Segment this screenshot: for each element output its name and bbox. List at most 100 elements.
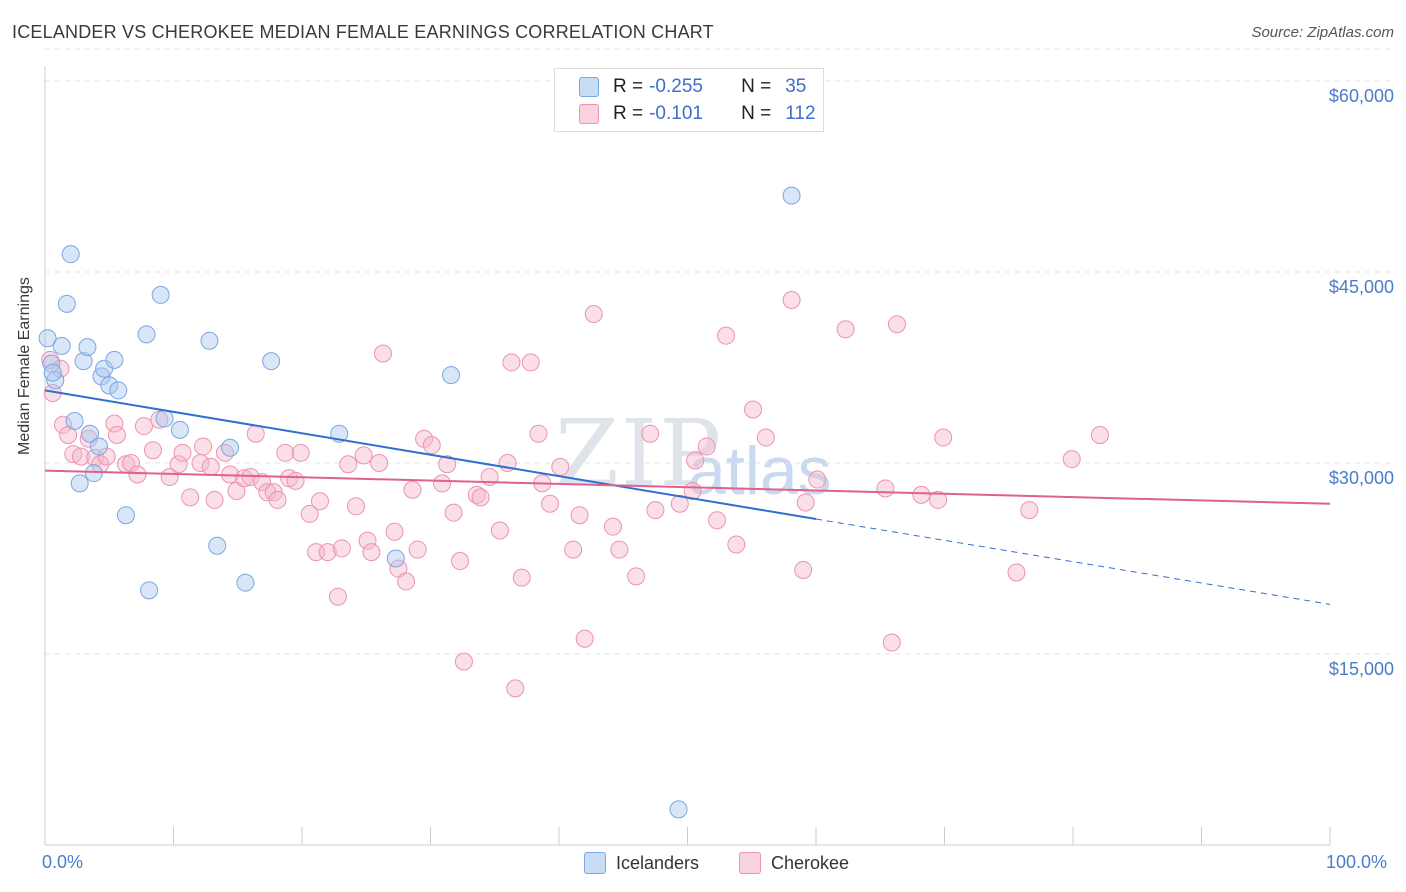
icelander-point xyxy=(61,245,80,264)
cherokee-point xyxy=(205,490,224,509)
y-tick-label: $30,000 xyxy=(1328,468,1394,488)
icelander-point xyxy=(236,573,255,592)
cherokee-point xyxy=(490,521,509,540)
icelander-trend-line xyxy=(44,389,817,521)
cherokee-point xyxy=(328,587,347,606)
y-tick-label: $45,000 xyxy=(1328,277,1394,297)
cherokee-point xyxy=(246,424,265,443)
cherokee-point xyxy=(291,443,310,462)
cherokee-point xyxy=(836,320,855,339)
cherokee-point xyxy=(143,441,162,460)
cherokee-point xyxy=(346,497,365,516)
legend-swatch-icelanders xyxy=(584,852,606,874)
cherokee-points xyxy=(41,291,1109,698)
icelander-point xyxy=(782,186,801,205)
cherokee-point xyxy=(575,629,594,648)
icelander-point xyxy=(137,325,156,344)
cherokee-point xyxy=(670,494,689,513)
cherokee-point xyxy=(521,353,540,372)
icelander-point xyxy=(52,336,71,355)
icelander-point xyxy=(116,506,135,525)
cherokee-point xyxy=(584,305,603,324)
icelander-point xyxy=(105,350,124,369)
cherokee-point xyxy=(105,414,124,433)
cherokee-point xyxy=(438,455,457,474)
cherokee-point xyxy=(1090,425,1109,444)
icelander-point xyxy=(155,409,174,428)
cherokee-point xyxy=(929,490,948,509)
cherokee-point xyxy=(71,447,90,466)
cherokee-point xyxy=(403,480,422,499)
cherokee-point xyxy=(339,455,358,474)
cherokee-point xyxy=(934,428,953,447)
cherokee-point xyxy=(882,633,901,652)
cherokee-point xyxy=(286,471,305,490)
cherokee-point xyxy=(253,473,272,492)
cherokee-point xyxy=(300,504,319,523)
cherokee-point xyxy=(564,540,583,559)
cherokee-point xyxy=(128,465,147,484)
cherokee-point xyxy=(551,457,570,476)
icelander-point xyxy=(208,536,227,555)
cherokee-point xyxy=(408,540,427,559)
icelander-point xyxy=(95,359,114,378)
cherokee-point xyxy=(912,485,931,504)
x-tick-label-min: 0.0% xyxy=(42,852,84,872)
chart-title: ICELANDER VS CHEROKEE MEDIAN FEMALE EARN… xyxy=(12,22,714,42)
legend-row-cherokee: R = -0.101 N = 112 xyxy=(579,102,816,126)
cherokee-point xyxy=(107,425,126,444)
cherokee-point xyxy=(570,506,589,525)
cherokee-point xyxy=(444,503,463,522)
trend-lines xyxy=(44,389,1331,605)
cherokee-point xyxy=(415,429,434,448)
icelander-points xyxy=(38,186,801,819)
y-tick-label: $15,000 xyxy=(1328,659,1394,679)
y-tick-label: $60,000 xyxy=(1328,86,1394,106)
cherokee-point xyxy=(433,474,452,493)
cherokee-point xyxy=(268,490,287,509)
cherokee-point xyxy=(235,469,254,488)
cherokee-point xyxy=(122,454,141,472)
y-axis-label: Median Female Earnings xyxy=(16,277,33,455)
legend-item-cherokee: Cherokee xyxy=(739,852,849,874)
legend-r-value: -0.255 xyxy=(649,76,703,97)
icelander-point xyxy=(151,285,170,304)
cherokee-point xyxy=(646,501,665,520)
legend-label-cherokee: Cherokee xyxy=(771,852,850,873)
cherokee-point xyxy=(887,315,906,334)
cherokee-point xyxy=(1020,501,1039,520)
cherokee-point xyxy=(529,424,548,443)
source-label: Source: ZipAtlas.com xyxy=(1251,24,1394,41)
legend-r-label: R = xyxy=(613,103,644,124)
legend-n-label: N = xyxy=(741,76,772,97)
cherokee-point xyxy=(97,447,116,466)
icelander-point xyxy=(84,464,103,483)
cherokee-point xyxy=(454,652,473,671)
legend-n-value: 112 xyxy=(785,103,816,124)
icelander-point xyxy=(43,363,62,382)
icelander-trend-extension xyxy=(815,518,1331,605)
cherokee-point xyxy=(627,567,646,586)
cherokee-point xyxy=(876,479,895,498)
cherokee-point xyxy=(794,560,813,579)
cherokee-point xyxy=(358,531,377,550)
cherokee-trend-line xyxy=(44,469,1331,505)
legend-n-value: 35 xyxy=(785,76,807,97)
legend-r-label: R = xyxy=(613,76,644,97)
cherokee-point xyxy=(610,540,629,559)
cherokee-point xyxy=(541,494,560,513)
icelander-point xyxy=(109,381,128,400)
legend-row-icelanders: R = -0.255 N = 35 xyxy=(579,75,806,99)
cherokee-point xyxy=(53,415,72,434)
legend-swatch-icelanders xyxy=(579,77,599,97)
cherokee-point xyxy=(310,492,329,511)
icelander-point xyxy=(386,549,405,568)
icelander-point xyxy=(140,581,159,600)
cherokee-point xyxy=(362,543,381,562)
cherokee-point xyxy=(756,428,775,447)
icelander-point xyxy=(70,474,89,493)
cherokee-point xyxy=(332,539,351,558)
cherokee-point xyxy=(173,443,192,462)
cherokee-point xyxy=(1062,450,1081,469)
icelander-point xyxy=(262,352,281,371)
